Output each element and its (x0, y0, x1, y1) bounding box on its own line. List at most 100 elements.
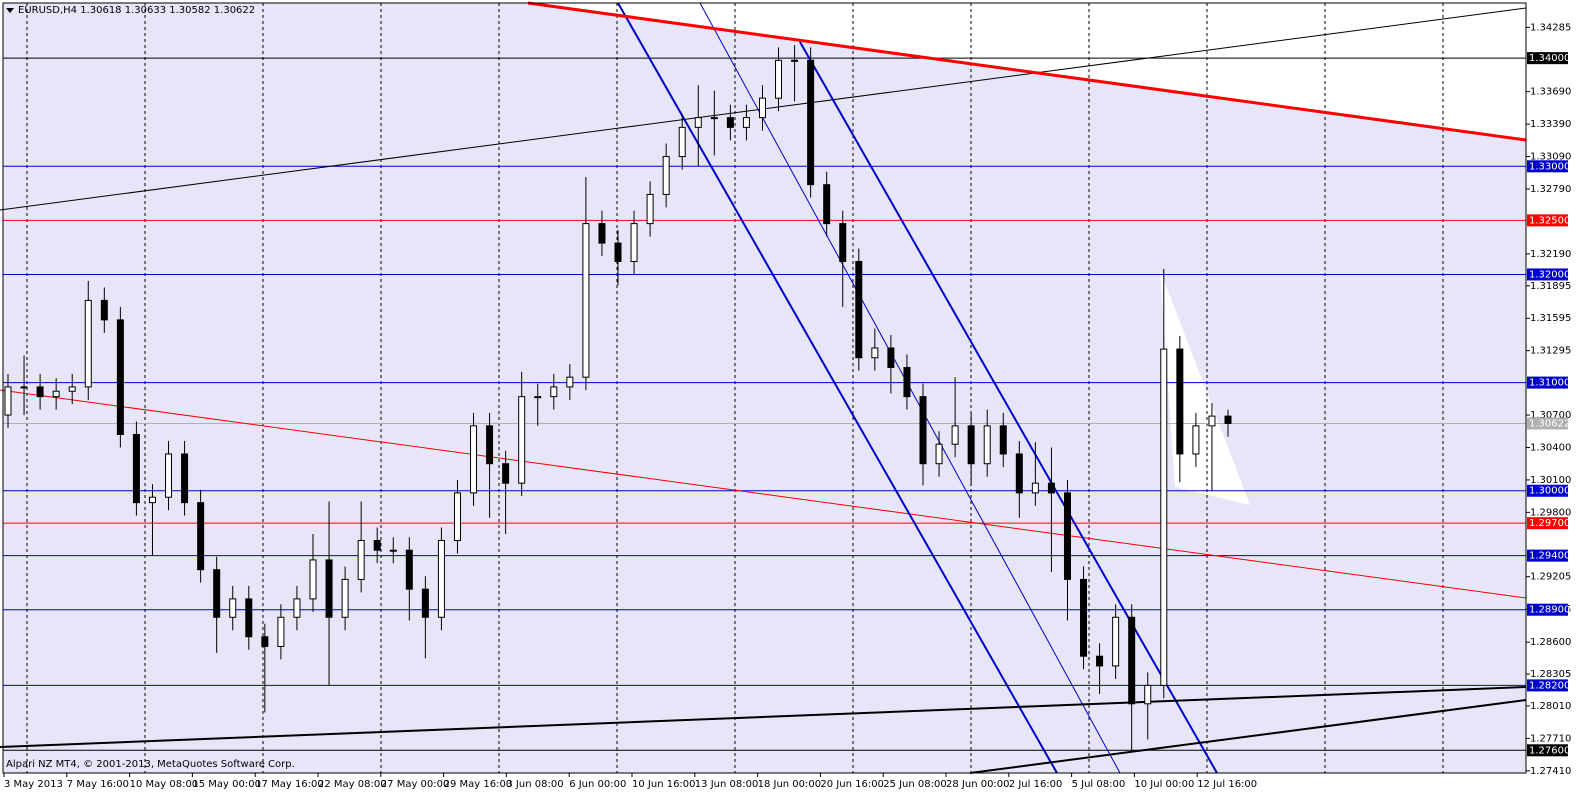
candle-body (116, 319, 124, 436)
candle-body (1224, 415, 1232, 424)
candle-body (983, 425, 991, 465)
candle-body (662, 156, 670, 195)
level-box (1527, 549, 1568, 562)
candle-body (678, 126, 686, 158)
x-tick-label: 5 Jul 08:00 (1072, 779, 1126, 790)
x-tick-label: 10 Jul 00:00 (1134, 779, 1194, 790)
candle-body (325, 559, 333, 618)
candle-body (1192, 425, 1200, 455)
candle-body (389, 549, 397, 552)
candle-body (855, 260, 863, 359)
candle-body (20, 386, 28, 389)
candle-body (1047, 482, 1055, 494)
level-label: 1.29700 (1529, 518, 1570, 529)
candle-body (1208, 415, 1216, 427)
x-tick-label: 29 May 16:00 (444, 779, 513, 790)
candle-body (165, 453, 173, 498)
y-tick-label: 1.30100 (1530, 475, 1571, 486)
level-box (1527, 160, 1568, 173)
candle-body (357, 539, 365, 580)
x-tick-label: 6 Jun 00:00 (569, 779, 626, 790)
y-tick-label: 1.27710 (1530, 733, 1571, 744)
x-tick-label: 15 May 00:00 (192, 779, 261, 790)
time-axis (0, 774, 1526, 806)
candle-body (694, 117, 702, 128)
level-box (1527, 603, 1568, 616)
candle-body (197, 502, 205, 571)
plot-area (2, 2, 1527, 774)
chart-title: EURUSD,H4 1.30618 1.30633 1.30582 1.3062… (18, 5, 255, 16)
candle-body (132, 434, 140, 504)
candle-body (100, 299, 108, 321)
candle-body (935, 443, 943, 465)
candle-body (903, 366, 911, 398)
channel-line (799, 41, 1218, 774)
levels (3, 57, 1526, 751)
level-label: 1.27600 (1529, 745, 1570, 756)
candle-body (999, 425, 1007, 455)
level-box (1527, 679, 1568, 692)
candle-body (148, 496, 156, 504)
candle-body (1015, 453, 1023, 494)
x-tick-label: 2 Jul 16:00 (1009, 779, 1063, 790)
candle-body (967, 425, 975, 465)
level-box (1527, 744, 1568, 757)
candle-body (791, 59, 799, 62)
candle-body (1080, 578, 1088, 657)
price-axis (1526, 0, 1596, 806)
candle-body (453, 492, 461, 541)
candle-body (181, 453, 189, 504)
x-tick-label: 22 May 08:00 (318, 779, 387, 790)
y-tick-label: 1.33690 (1530, 87, 1571, 98)
candle-body (229, 598, 237, 618)
x-tick-label: 27 May 00:00 (381, 779, 450, 790)
candle-body (839, 223, 847, 262)
level-box (1527, 417, 1568, 430)
candle-body (1160, 348, 1168, 686)
y-tick-label: 1.27410 (1530, 766, 1571, 777)
y-tick-label: 1.28010 (1530, 701, 1571, 712)
candle-body (550, 386, 558, 398)
level-box (1527, 214, 1568, 227)
candle-body (421, 588, 429, 618)
level-label: 1.32500 (1529, 215, 1570, 226)
level-box (1527, 52, 1568, 65)
candle-body (1031, 482, 1039, 494)
candle-body (582, 223, 590, 378)
candle-body (598, 223, 606, 244)
candle-body (437, 539, 445, 618)
channel-line (617, 2, 1058, 774)
y-tick-label: 1.33090 (1530, 152, 1571, 163)
candle-body (534, 396, 542, 399)
x-tick-label: 12 Jul 16:00 (1197, 779, 1257, 790)
candle-body (4, 386, 12, 416)
level-label: 1.29400 (1529, 551, 1570, 562)
x-tick-label: 20 Jun 16:00 (820, 779, 884, 790)
candle-body (52, 390, 60, 398)
candle-body (566, 376, 574, 388)
candle-body (502, 463, 510, 484)
candle-body (742, 117, 750, 128)
candle-body (277, 616, 285, 647)
x-tick-label: 17 May 16:00 (255, 779, 324, 790)
level-label: 1.30622 (1529, 418, 1570, 429)
candle-body (84, 299, 92, 388)
level-label: 1.31000 (1529, 378, 1570, 389)
level-label: 1.28200 (1529, 680, 1570, 691)
y-tick-label: 1.34285 (1530, 22, 1571, 33)
candle-body (68, 386, 76, 392)
y-tick-label: 1.31295 (1530, 346, 1571, 357)
menu-icon[interactable] (6, 8, 14, 13)
candle-body (758, 97, 766, 119)
candle-body (36, 386, 44, 398)
candles (4, 45, 1232, 751)
candle-body (373, 539, 381, 551)
x-tick-label: 10 Jun 16:00 (632, 779, 696, 790)
level-label: 1.30000 (1529, 486, 1570, 497)
trendline (0, 389, 1527, 599)
trendlines (0, 2, 1527, 774)
y-tick-label: 1.28600 (1530, 637, 1571, 648)
candle-body (405, 549, 413, 590)
